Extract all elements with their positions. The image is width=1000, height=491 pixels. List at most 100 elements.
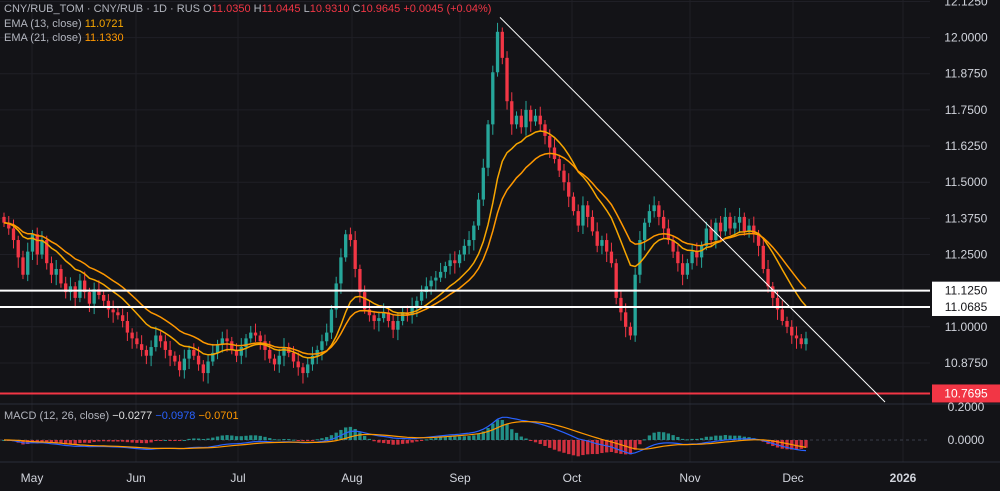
y-tick-11.6250: 11.6250 [945,139,988,153]
macd-hist-bar [334,432,338,440]
macd-hist-bar [158,440,163,441]
candle-body [106,300,111,310]
macd-hist-bar [633,440,637,450]
macd-hist-bar [344,427,348,440]
candle-body [543,124,547,136]
candle-body [576,211,580,226]
macd-hist-bar [225,435,229,440]
macd-hist-bar [481,431,485,440]
candle-body [377,318,381,322]
candle-body [396,321,400,330]
candle-body [249,332,253,339]
macd-hist-bar [538,440,542,445]
candle-body [429,280,433,287]
macd-hist-bar [287,439,291,441]
macd-hist-bar [642,439,647,441]
candle-body [386,312,391,322]
candle-body [40,240,44,255]
macd-hist-bar [192,438,196,440]
candle-body [424,286,429,293]
macd-hist-bar [258,435,262,440]
macd-hist-bar [320,438,324,440]
candle-body [111,309,115,313]
candle-body [244,338,248,348]
trendline[interactable] [499,16,886,403]
macd-hist-bar [495,419,500,440]
candle-body [253,332,258,336]
candle-body [699,245,704,258]
candle-body [258,335,262,342]
time-axis[interactable]: May Jun Jul Aug Sep Oct Nov Dec 2026 [0,461,1000,485]
macd-line [3,416,807,455]
macd-hist-bar [325,437,329,440]
candle-body [196,355,201,365]
macd-hist-bar [590,440,595,455]
macd-hist-bar [500,419,504,440]
candle-body [614,263,618,298]
macd-hist-bar [586,440,590,455]
macd-legend[interactable]: MACD (12, 26, close) −0.0277 −0.0978 −0.… [4,409,239,423]
price-tag-11.0685: 11.0685 [945,300,988,314]
candlestick-series[interactable] [2,22,808,384]
candle-body [306,364,310,374]
macd-hist-bar [448,436,452,440]
x-tick-Oct: Oct [563,471,582,485]
macd-hist-bar [491,423,495,440]
macd-hist-bar [206,438,210,440]
candle-body [363,292,367,310]
price-tag-bg [932,297,1000,316]
candle-body [633,274,637,336]
macd-hist-bar [486,428,490,440]
macd-hist-bar [306,440,310,441]
macd-hist-bar [462,436,466,440]
macd-hist-bar [514,432,519,440]
candle-body [737,216,742,223]
candle-body [581,205,585,226]
candle-body [642,222,647,241]
candle-body [457,254,462,264]
macd-hist-bar [363,435,367,440]
candle-body [83,280,87,293]
candle-body [472,225,476,241]
y-tick-11.5000: 11.5000 [945,175,988,189]
macd-hist-bar [301,440,305,442]
macd-hist-bar [329,435,334,440]
ema21-legend[interactable]: EMA (21, close) 11.1330 [4,31,124,45]
macd-hist-bar [310,440,315,441]
symbol-legend[interactable]: CNY/RUB_TOM · CNY/RUB · 1D · RUS O11.035… [4,2,491,16]
macd-hist-bar [424,439,429,441]
macd-hist-bar [529,440,533,441]
candle-body [761,245,765,269]
macd-hist-bar [249,435,253,440]
horizontal-levels[interactable] [0,289,930,395]
ema13-legend[interactable]: EMA (13, close) 11.0721 [4,17,124,31]
macd-hist-bar [268,438,272,440]
macd-hist-bar [543,440,547,446]
macd-hist-bar [116,440,120,442]
macd-hist-bar [671,435,675,440]
candle-body [116,312,120,316]
candle-body [310,355,315,365]
ema-lines [3,130,807,359]
macd-hist-bar [78,440,82,444]
macd-hist-bar [353,428,357,440]
candle-body [21,257,25,275]
ema21-line [3,152,807,355]
candle-body [766,268,770,287]
candle-body [728,216,732,229]
candle-body [320,341,324,350]
candle-body [381,312,386,319]
macd-hist-bar [680,438,685,440]
macd-hist-bar [125,440,130,443]
macd-hist-bar [272,439,277,441]
candle-body [45,240,49,264]
price-axis[interactable]: 12.1250 12.0000 11.8750 11.7500 11.6250 11.50… [932,0,1000,447]
macd-hist-bar [624,440,628,455]
candle-body [505,57,509,102]
candle-body [182,358,186,371]
macd-hist-bar [177,440,182,441]
macd-hist-bar [45,440,49,443]
macd-hist-bar [472,435,476,440]
candle-body [671,240,675,252]
